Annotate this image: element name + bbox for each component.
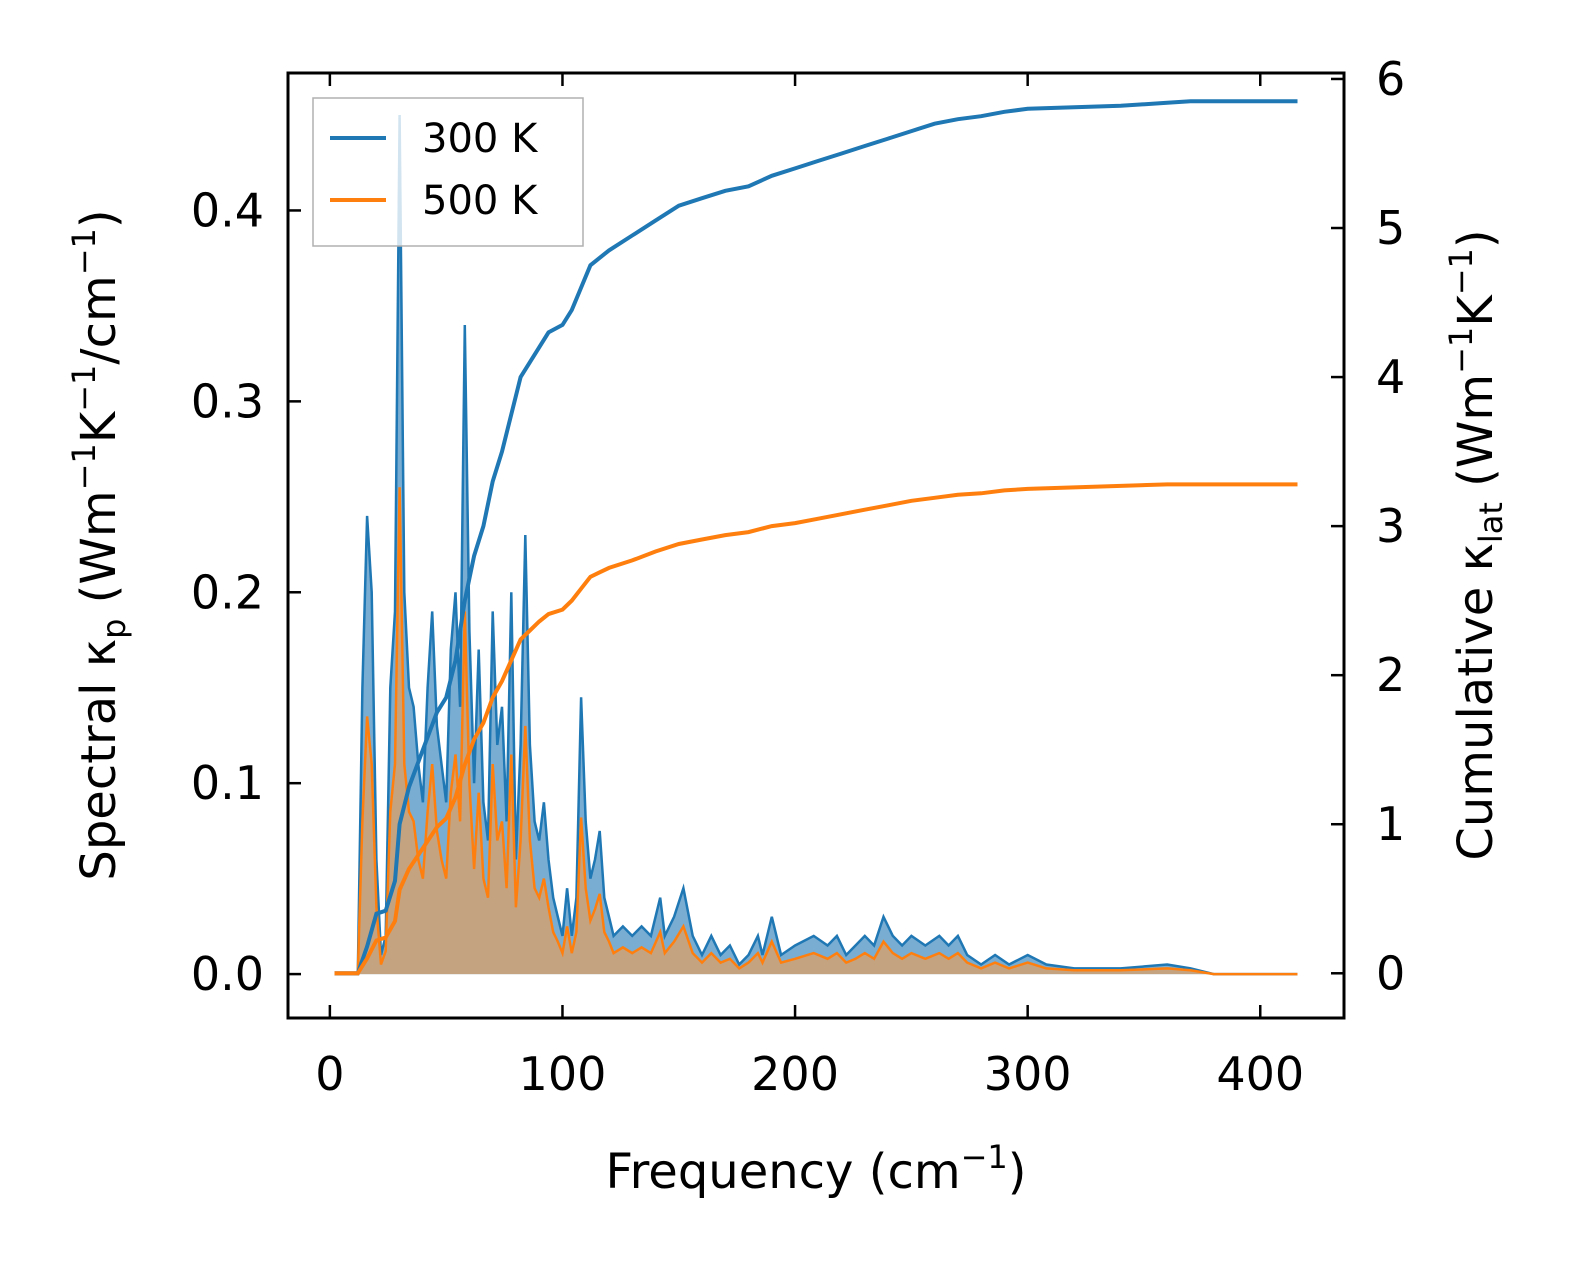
y-left-tick-label: 0.4 bbox=[191, 183, 264, 237]
x-tick-label: 300 bbox=[984, 1047, 1072, 1101]
y-left-tick-label: 0.0 bbox=[191, 947, 264, 1001]
spectral-500k-line bbox=[334, 487, 1298, 976]
plot-frame bbox=[286, 71, 1346, 1020]
legend-label-500k: 500 K bbox=[422, 178, 539, 224]
y-right-tick-label: 1 bbox=[1376, 797, 1405, 851]
y-axis-right: 0 1 2 3 4 5 6 bbox=[1331, 52, 1405, 1000]
y-right-tick-label: 0 bbox=[1376, 946, 1405, 1000]
y-axis-left-title: Spectral κp (Wm−1K−1/cm−1) bbox=[65, 209, 133, 880]
x-axis-title: Frequency (cm−1) bbox=[605, 1138, 1026, 1200]
y-left-tick-label: 0.1 bbox=[191, 756, 264, 810]
y-right-tick-label: 2 bbox=[1376, 648, 1405, 702]
y-left-tick-label: 0.3 bbox=[191, 374, 264, 428]
x-axis: 0 100 200 300 400 bbox=[315, 73, 1304, 1101]
y-right-tick-label: 6 bbox=[1376, 52, 1405, 106]
legend-label-300k: 300 K bbox=[422, 116, 539, 162]
legend-box bbox=[312, 97, 584, 247]
legend: 300 K 500 K bbox=[312, 97, 584, 247]
y-right-tick-label: 3 bbox=[1376, 499, 1405, 553]
y-right-tick-label: 4 bbox=[1376, 350, 1405, 404]
cumulative-300k-line bbox=[334, 99, 1298, 976]
y-right-tick-label: 5 bbox=[1376, 201, 1405, 255]
y-axis-left: 0.0 0.1 0.2 0.3 0.4 bbox=[191, 183, 301, 1001]
y-axis-right-title: Cumulative κlat (Wm−1K−1) bbox=[1442, 229, 1510, 860]
spectral-300k-line bbox=[334, 114, 1298, 976]
x-tick-label: 100 bbox=[519, 1047, 607, 1101]
x-tick-label: 400 bbox=[1216, 1047, 1304, 1101]
x-tick-label: 0 bbox=[315, 1047, 344, 1101]
spectral-500k-fill bbox=[334, 487, 1298, 975]
x-tick-label: 200 bbox=[751, 1047, 839, 1101]
plot-area bbox=[334, 99, 1298, 976]
y-left-tick-label: 0.2 bbox=[191, 565, 264, 619]
cumulative-500k-line bbox=[334, 482, 1298, 976]
